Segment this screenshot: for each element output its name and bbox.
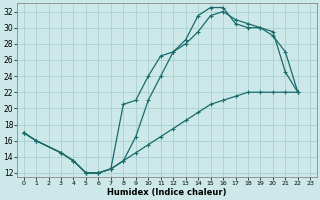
X-axis label: Humidex (Indice chaleur): Humidex (Indice chaleur) [107,188,227,197]
